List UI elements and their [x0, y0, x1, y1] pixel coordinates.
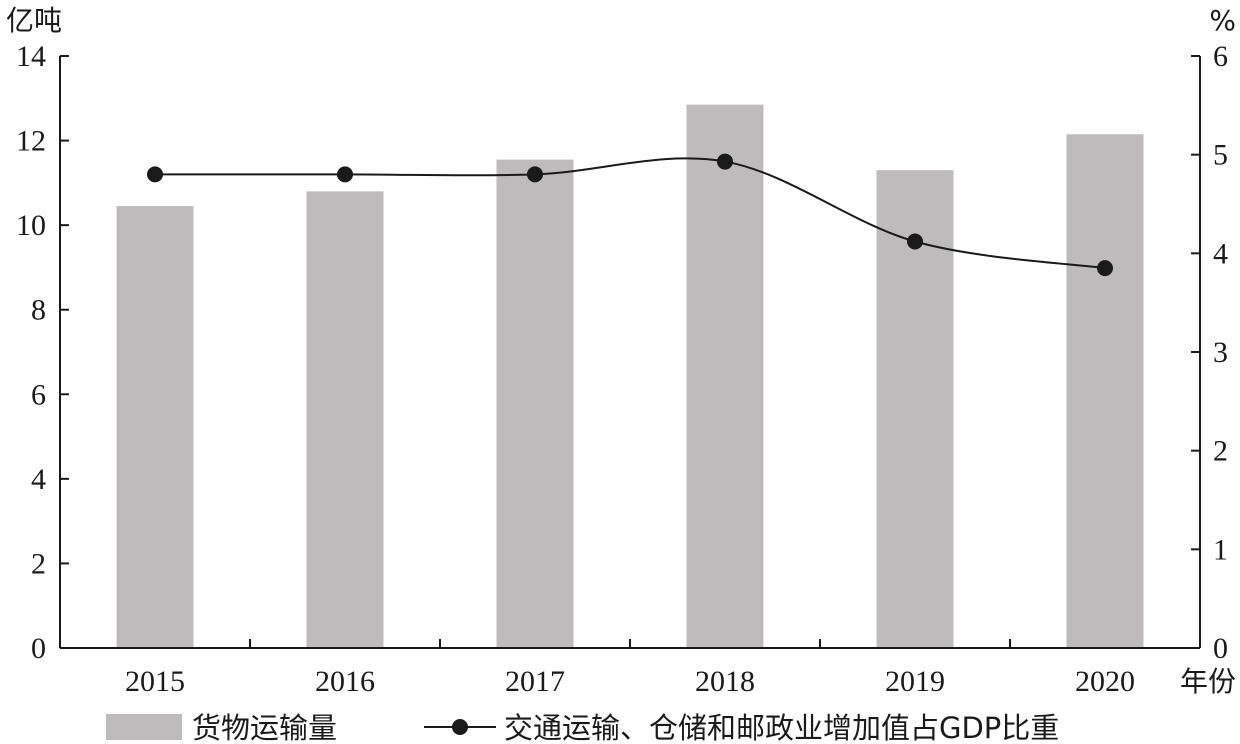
left-tick-label-10: 10: [16, 209, 46, 242]
right-tick-label-0: 0: [1213, 632, 1228, 665]
x-tick-label-2015: 2015: [125, 665, 185, 698]
right-tick-label-3: 3: [1213, 336, 1228, 369]
left-axis-unit-label: 亿吨: [6, 4, 62, 37]
bars-group: [116, 104, 1144, 649]
left-tick-label-8: 8: [31, 294, 46, 327]
x-tick-label-2017: 2017: [505, 665, 565, 698]
line-point-2019: [907, 233, 923, 250]
left-tick-label-12: 12: [16, 125, 46, 158]
bar-2019: [876, 170, 954, 648]
bar-2020: [1066, 134, 1144, 648]
right-tick-label-5: 5: [1213, 139, 1228, 172]
left-tick-label-14: 14: [16, 40, 46, 73]
bar-2015: [116, 206, 194, 648]
legend-bar-label: 货物运输量: [192, 711, 337, 744]
left-tick-label-6: 6: [31, 378, 46, 411]
legend: 货物运输量 交通运输、仓储和邮政业增加值占GDP比重: [106, 711, 1059, 744]
left-tick-label-4: 4: [31, 463, 46, 496]
right-tick-label-6: 6: [1213, 40, 1228, 73]
line-point-2015: [147, 166, 163, 183]
legend-line-marker: [452, 719, 468, 735]
legend-bar-swatch: [106, 714, 182, 740]
bar-2017: [496, 159, 574, 648]
x-axis-label: 年份: [1180, 665, 1236, 698]
right-tick-label-1: 1: [1213, 533, 1228, 566]
x-tick-label-2019: 2019: [885, 665, 945, 698]
line-series-path: [154, 157, 1106, 270]
line-point-2020: [1097, 260, 1113, 277]
right-axis-unit-label: %: [1209, 4, 1236, 37]
right-tick-label-2: 2: [1213, 435, 1228, 468]
x-tick-label-2020: 2020: [1075, 665, 1135, 698]
legend-line-label: 交通运输、仓储和邮政业增加值占GDP比重: [504, 711, 1059, 744]
right-tick-label-4: 4: [1213, 237, 1228, 270]
left-tick-label-2: 2: [31, 547, 46, 580]
line-point-2017: [527, 166, 543, 183]
line-series-group: [147, 153, 1113, 277]
x-tick-label-2016: 2016: [315, 665, 375, 698]
left-tick-label-0: 0: [31, 632, 46, 665]
bar-2016: [306, 191, 384, 649]
bar-2018: [686, 104, 764, 649]
x-tick-label-2018: 2018: [695, 665, 755, 698]
line-point-2018: [717, 153, 733, 170]
line-point-2016: [337, 166, 353, 183]
